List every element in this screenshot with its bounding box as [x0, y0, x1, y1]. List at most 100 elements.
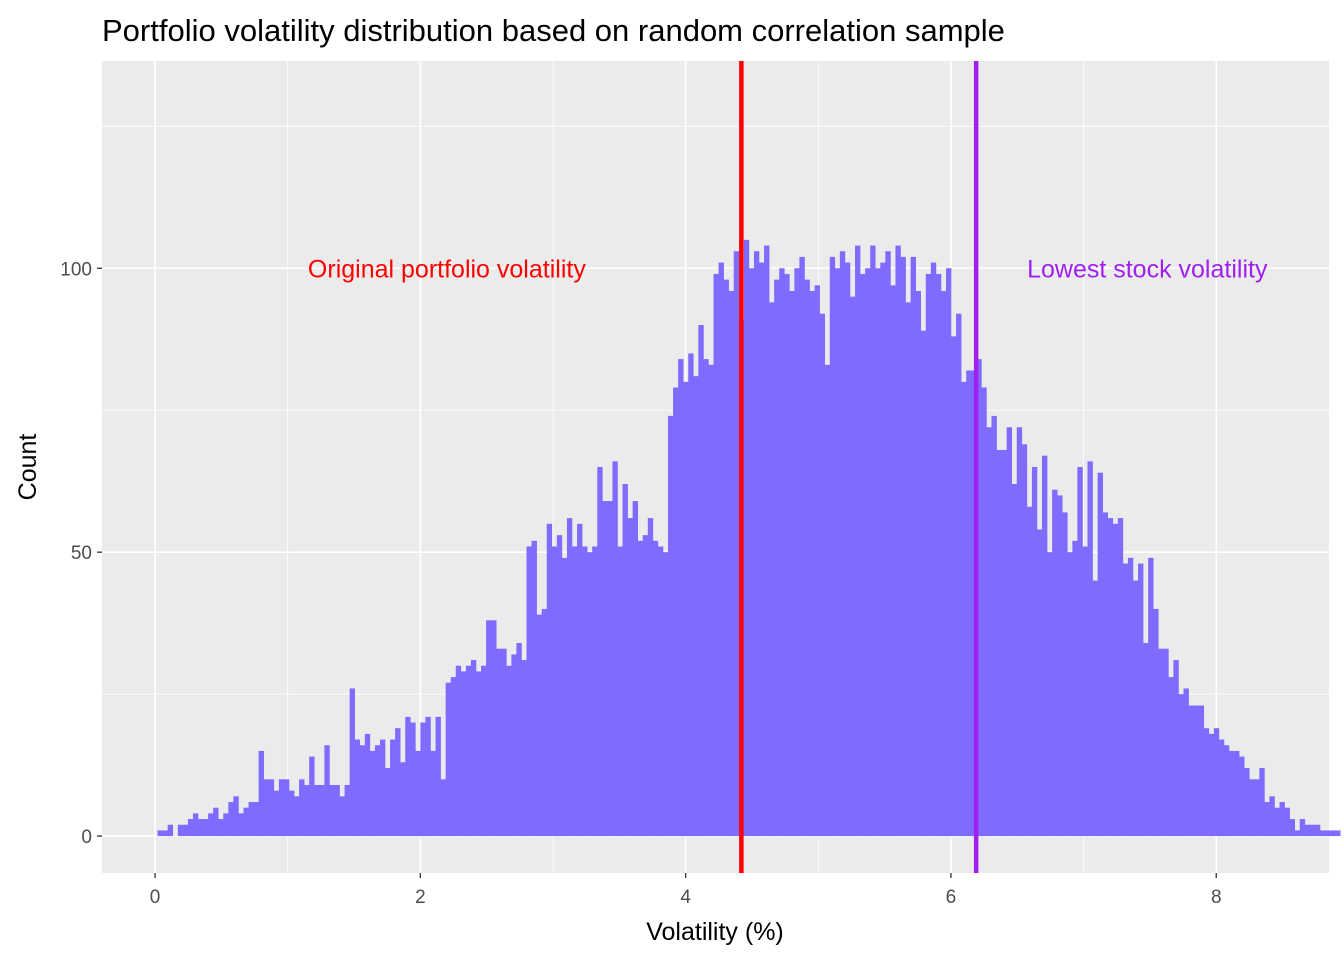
histogram-bar — [1259, 767, 1265, 837]
histogram-bar — [880, 262, 886, 837]
histogram-bar — [673, 387, 679, 837]
histogram-bar — [1309, 824, 1316, 837]
histogram-bar — [764, 245, 770, 837]
histogram-bar — [698, 325, 704, 837]
histogram-bar — [248, 802, 254, 837]
histogram-bar — [940, 290, 947, 837]
histogram-bar — [789, 290, 795, 837]
histogram-bar — [531, 540, 537, 837]
histogram-bar — [208, 813, 214, 837]
histogram-bar — [1173, 660, 1179, 837]
histogram-bar — [865, 268, 871, 837]
histogram-bar — [976, 359, 982, 837]
histogram-bar — [157, 830, 163, 837]
histogram-bar — [1138, 563, 1144, 837]
histogram-bar — [1127, 557, 1134, 837]
x-tick-label: 6 — [946, 887, 957, 908]
histogram-bar — [1047, 552, 1053, 837]
histogram-bar — [849, 296, 856, 837]
y-axis-title: Count — [14, 434, 42, 501]
histogram-bar — [607, 501, 613, 837]
histogram-bar — [602, 501, 608, 837]
histogram-bar — [294, 796, 300, 837]
histogram-bar — [1284, 807, 1290, 837]
histogram-bar — [824, 364, 831, 837]
histogram-bar — [1330, 830, 1336, 837]
histogram-bar — [1102, 512, 1109, 837]
histogram-bar — [804, 279, 810, 837]
histogram-bar — [187, 819, 194, 837]
histogram-bar — [390, 739, 396, 837]
histogram-bar — [450, 677, 457, 837]
histogram-bar — [1294, 830, 1301, 837]
histogram-bar — [1274, 807, 1280, 837]
histogram-bar — [1132, 580, 1139, 837]
histogram-bar — [314, 784, 320, 837]
histogram-bar — [278, 779, 285, 837]
histogram-bar — [349, 688, 355, 837]
histogram-bar — [951, 336, 957, 837]
histogram-bar — [299, 779, 305, 837]
histogram-bar — [385, 767, 391, 837]
histogram-bar — [895, 245, 901, 837]
histogram-bar — [632, 501, 639, 837]
histogram-bar — [203, 819, 209, 837]
histogram-bar — [506, 665, 512, 837]
histogram-bar — [743, 239, 750, 837]
histogram-bar — [1148, 557, 1154, 837]
histogram-bar — [885, 251, 891, 837]
histogram-bar — [1249, 779, 1255, 837]
histogram-bar — [592, 546, 598, 837]
histogram-bar — [688, 353, 694, 837]
histogram-bar — [829, 256, 836, 837]
histogram-bar — [855, 245, 861, 837]
histogram-bar — [708, 364, 714, 837]
x-axis-title: Volatility (%) — [646, 918, 784, 946]
annotation-label: Original portfolio volatility — [308, 255, 586, 283]
histogram-bar — [1254, 779, 1260, 837]
histogram-bar — [637, 540, 644, 837]
histogram-bar — [566, 518, 573, 837]
histogram-bar — [1244, 767, 1250, 837]
histogram-bar — [1193, 705, 1199, 837]
histogram-bar — [870, 245, 876, 837]
histogram-bar — [521, 660, 527, 837]
histogram-bar — [678, 359, 684, 837]
histogram-bar — [935, 273, 942, 837]
histogram-bar — [415, 750, 421, 837]
histogram-bar — [1122, 563, 1129, 837]
histogram-bar — [915, 290, 922, 837]
histogram-bar — [774, 279, 780, 837]
histogram-bar — [652, 540, 659, 837]
histogram-bar — [910, 256, 916, 837]
histogram-bar — [460, 671, 467, 837]
histogram-bar — [1208, 733, 1215, 837]
histogram-bar — [759, 262, 765, 837]
histogram-bar — [1107, 518, 1114, 837]
histogram-bar — [622, 484, 628, 837]
histogram-bar — [1026, 506, 1033, 837]
histogram-bar — [1229, 750, 1235, 837]
histogram-bar — [718, 262, 724, 837]
histogram-bar — [162, 830, 168, 837]
x-tick-label: 0 — [150, 887, 161, 908]
histogram-bar — [925, 273, 932, 837]
histogram-bar — [728, 290, 735, 837]
histogram-bar — [1001, 449, 1007, 837]
histogram-bar — [577, 523, 583, 837]
histogram-bar — [551, 546, 558, 837]
histogram-bar — [1335, 830, 1341, 837]
histogram-bar — [956, 313, 962, 837]
histogram-bar — [1077, 467, 1083, 837]
histogram-bar — [238, 813, 244, 837]
histogram-bar — [1178, 694, 1184, 837]
x-tick-label: 8 — [1211, 887, 1222, 908]
histogram-bar — [961, 381, 967, 837]
histogram-bar — [1319, 830, 1326, 837]
histogram-bar — [1092, 580, 1098, 837]
histogram-bar — [713, 273, 719, 837]
y-tick-label: 0 — [81, 827, 92, 848]
histogram-bar — [496, 648, 502, 837]
histogram-bar — [1052, 489, 1058, 837]
